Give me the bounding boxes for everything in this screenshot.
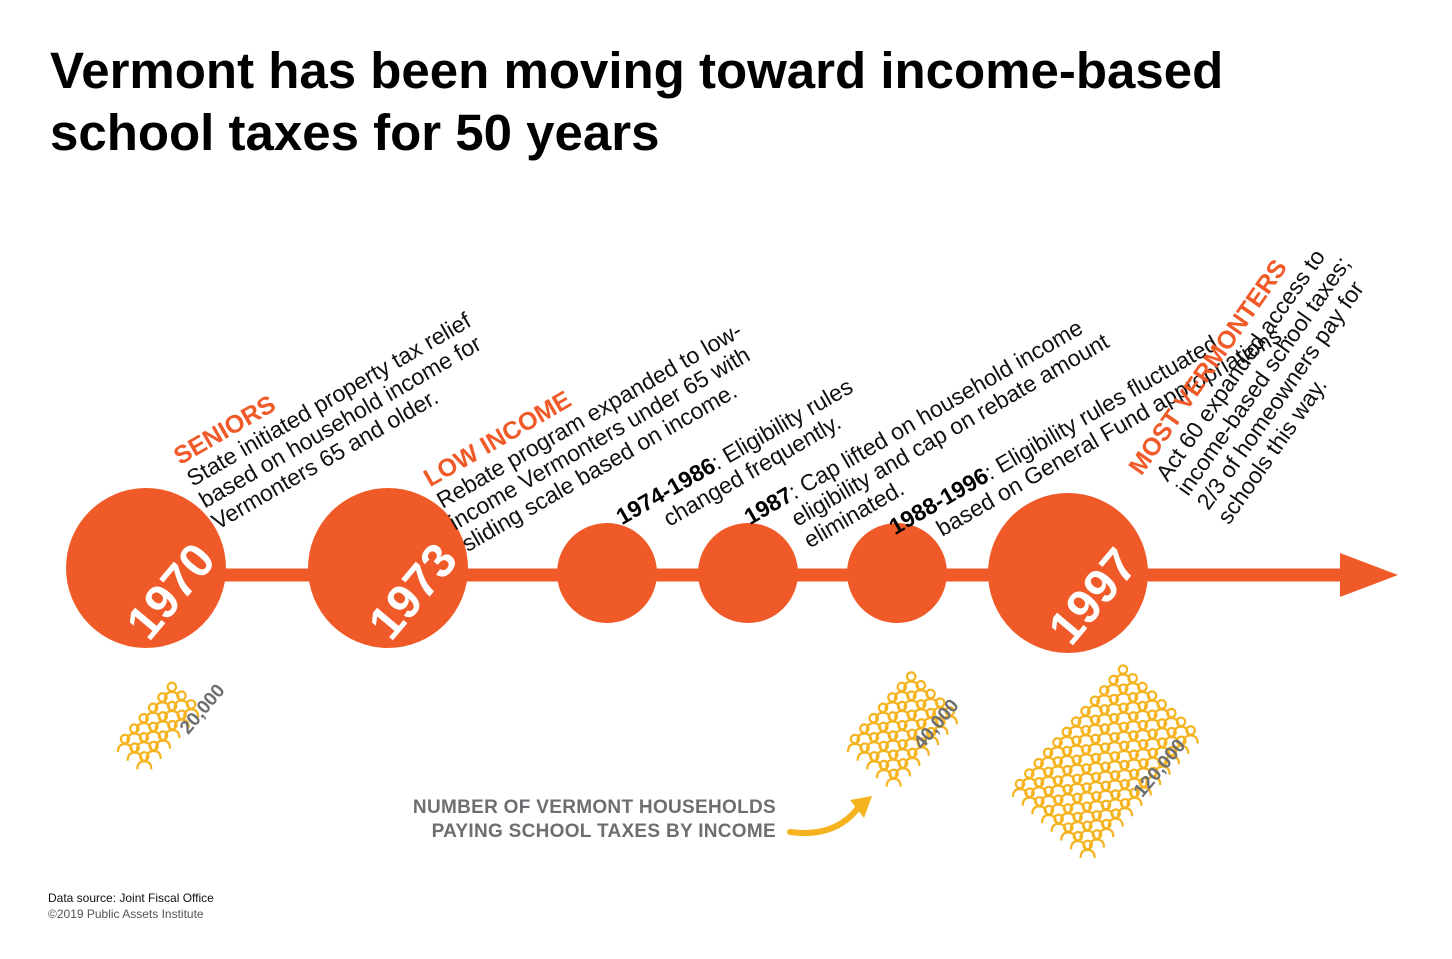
legend-arrow [787, 805, 861, 836]
households-1970-grid [116, 681, 200, 770]
page-title: Vermont has been moving toward income-ba… [50, 42, 1224, 161]
person-icon [166, 681, 178, 693]
person-icon [136, 760, 153, 770]
households-1988-grid [846, 671, 958, 787]
person-icon [904, 756, 921, 767]
data-source: Data source: Joint Fiscal Office [48, 891, 214, 905]
person-icon [1135, 786, 1152, 796]
milestone-circle-1997 [988, 493, 1148, 653]
person-icon [885, 777, 902, 787]
milestone-circle-1973 [308, 488, 468, 648]
person-icon [913, 746, 930, 756]
person-icon [1145, 775, 1162, 786]
person-icon [173, 718, 190, 728]
person-icon [905, 671, 917, 682]
person-icon [923, 736, 940, 746]
legend-line: NUMBER OF VERMONT HOUSEHOLDS [412, 797, 776, 818]
legend-arrowhead [850, 796, 872, 818]
person-icon [183, 708, 200, 718]
milestone-circle-1970 [66, 488, 226, 648]
person-icon [1154, 765, 1171, 775]
person-icon [145, 749, 162, 760]
person-icon [164, 729, 181, 739]
person-icon [1173, 744, 1190, 754]
source-note: Data source: Joint Fiscal Office ©2019 P… [48, 890, 214, 922]
timeline-arrowhead [1340, 553, 1398, 597]
person-icon [1182, 734, 1199, 744]
person-icon [1117, 664, 1129, 675]
person-icon [1098, 827, 1115, 838]
person-icon [894, 767, 912, 777]
person-icon [154, 739, 172, 749]
milestone-circle-1974 [557, 523, 657, 623]
copyright: ©2019 Public Assets Institute [48, 907, 204, 921]
person-icon [932, 725, 949, 735]
households-1997-grid [1011, 664, 1199, 858]
person-icon [1088, 838, 1106, 848]
person-icon [1079, 848, 1096, 858]
legend-line: PAYING SCHOOL TAXES BY INCOME [431, 821, 776, 842]
households-legend: NUMBER OF VERMONT HOUSEHOLDS PAYING SCHO… [300, 796, 776, 844]
person-icon [1163, 755, 1181, 765]
milestone-circle-1987 [698, 523, 798, 623]
person-icon [941, 715, 958, 725]
person-icon [1126, 796, 1143, 806]
person-icon [1107, 817, 1124, 827]
milestone-circle-1988 [847, 523, 947, 623]
person-icon [1117, 807, 1134, 817]
